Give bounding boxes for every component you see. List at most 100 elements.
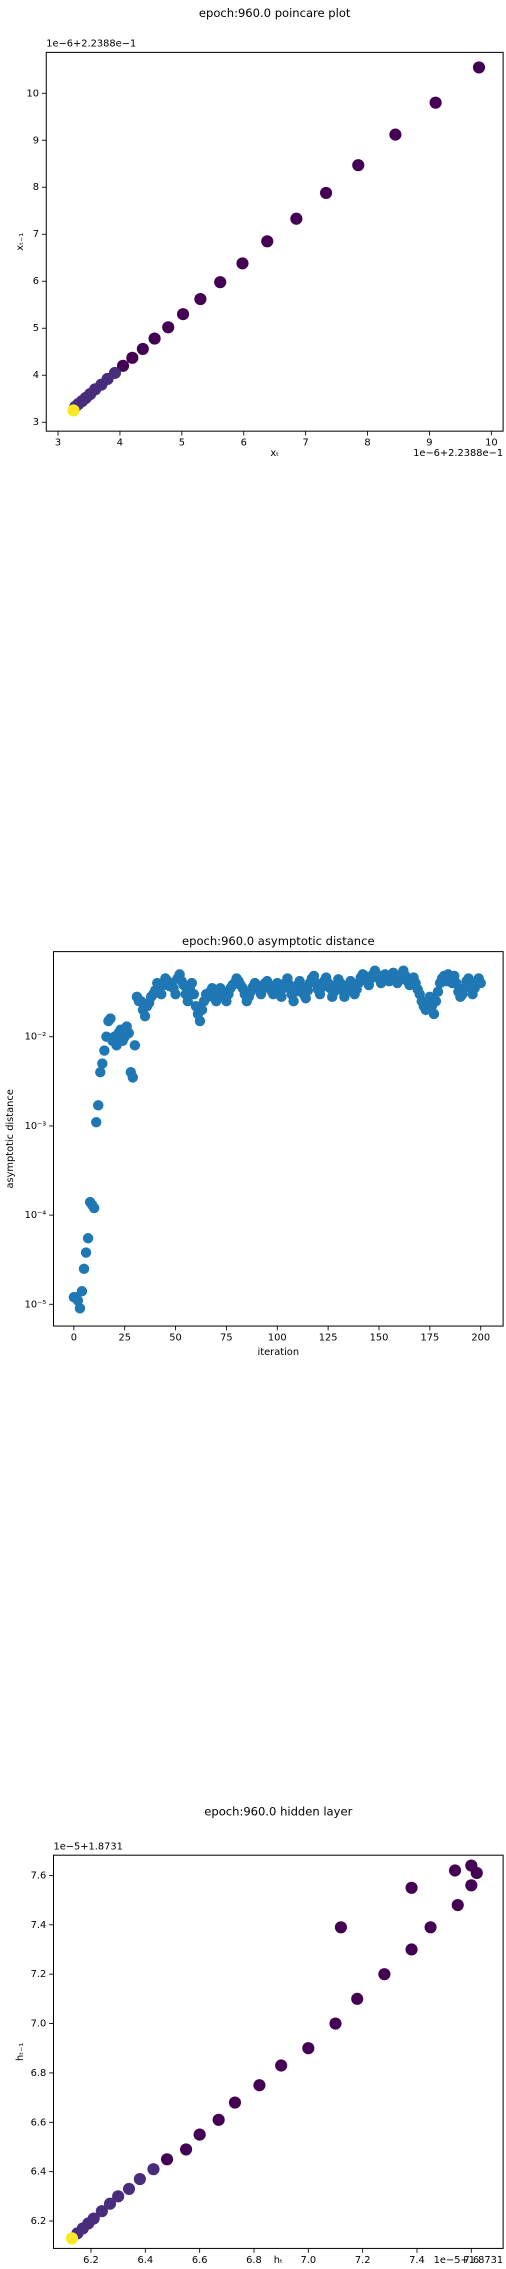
- x-tick-label: 200: [471, 1333, 490, 1344]
- point: [302, 2042, 315, 2055]
- point: [127, 1072, 139, 1083]
- point: [179, 2143, 193, 2156]
- point: [91, 1117, 102, 1128]
- x-tick-label: 50: [169, 1333, 182, 1344]
- axes-frame: [52, 951, 504, 1327]
- point: [448, 1864, 462, 1877]
- point: [97, 1058, 108, 1069]
- y-tick-label: 6.2: [31, 2216, 47, 2227]
- point: [319, 186, 333, 199]
- x-tick-label: 3: [55, 438, 61, 449]
- x-tick-label: 0: [71, 1333, 77, 1344]
- y-tick-label: 6: [33, 276, 39, 287]
- point: [378, 1968, 391, 1981]
- x-tick-label: 175: [420, 1333, 439, 1344]
- y-tick-label: 10⁻⁴: [25, 1210, 47, 1221]
- y-axis-label: asymptotic distance: [5, 1089, 16, 1188]
- point: [139, 1010, 151, 1022]
- point: [95, 2205, 108, 2218]
- point: [160, 2153, 174, 2166]
- x-tick-label: 100: [268, 1333, 287, 1344]
- point: [136, 342, 149, 355]
- x-tick-label: 150: [370, 1333, 389, 1344]
- point: [99, 1045, 110, 1056]
- point: [352, 159, 365, 172]
- point: [472, 61, 486, 74]
- y-tick-label: 7.6: [31, 1870, 47, 1881]
- point: [451, 977, 462, 989]
- y-tick-label: 10⁻⁵: [25, 1299, 47, 1310]
- chart-title: epoch:960.0 asymptotic distance: [182, 934, 375, 948]
- point: [236, 257, 249, 270]
- x-offset-label: 1e−5+1.8731: [434, 2255, 503, 2266]
- point: [65, 2232, 79, 2245]
- point: [451, 1898, 464, 1912]
- y-tick-label: 4: [33, 370, 39, 381]
- point: [196, 1004, 208, 1016]
- point: [147, 2163, 160, 2176]
- point: [424, 1921, 437, 1934]
- point: [405, 1943, 418, 1956]
- point: [290, 212, 303, 225]
- point: [105, 1013, 116, 1024]
- x-tick-label: 75: [220, 1333, 233, 1344]
- y-offset-label: 1e−6+2.2388e−1: [46, 39, 136, 50]
- y-offset-label: 1e−5+1.8731: [53, 1842, 122, 1853]
- point: [170, 988, 181, 1000]
- y-tick-label: 8: [33, 182, 39, 193]
- point: [194, 293, 207, 306]
- x-tick-label: 8: [364, 438, 370, 449]
- y-tick-label: 10: [27, 88, 40, 99]
- x-axis-label: hₜ: [274, 2255, 283, 2266]
- point: [470, 1866, 483, 1880]
- x-tick-label: 7.6: [464, 2255, 480, 2266]
- point: [116, 359, 130, 372]
- chart-title: epoch:960.0 hidden layer: [204, 1804, 352, 1818]
- y-axis-label: hₜ₋₁: [15, 2043, 26, 2061]
- point: [133, 2172, 146, 2186]
- y-axis-label: xₜ₋₁: [15, 233, 26, 251]
- point: [430, 996, 442, 1007]
- point: [275, 2059, 288, 2072]
- x-tick-label: 7.4: [409, 2255, 425, 2266]
- y-tick-label: 5: [33, 323, 39, 334]
- x-tick-label: 25: [118, 1333, 131, 1344]
- point: [112, 2190, 125, 2203]
- x-tick-label: 10: [485, 438, 498, 449]
- point: [253, 2079, 266, 2092]
- x-tick-label: 6.8: [246, 2255, 262, 2266]
- y-tick-label: 9: [33, 135, 39, 146]
- point: [186, 977, 198, 989]
- x-tick-label: 125: [319, 1333, 338, 1344]
- point: [465, 1879, 478, 1892]
- y-tick-label: 7.4: [31, 1920, 47, 1931]
- point: [334, 1921, 347, 1934]
- point: [126, 351, 139, 364]
- point: [162, 321, 175, 334]
- x-tick-label: 9: [426, 438, 432, 449]
- x-offset-label: 1e−6+2.2388e−1: [413, 448, 503, 459]
- x-tick-label: 6.6: [192, 2255, 208, 2266]
- point: [176, 308, 190, 321]
- point: [123, 1027, 134, 1039]
- y-tick-label: 6.8: [31, 2068, 47, 2079]
- point: [212, 2113, 225, 2126]
- point: [428, 1008, 440, 1020]
- point: [261, 235, 274, 248]
- point: [148, 332, 161, 345]
- point: [103, 2197, 117, 2210]
- point: [284, 979, 295, 991]
- x-tick-label: 6.4: [137, 2255, 153, 2266]
- x-axis-label: xₜ: [270, 448, 279, 459]
- x-tick-label: 6: [241, 438, 247, 449]
- x-tick-label: 7: [303, 438, 309, 449]
- x-axis-label: iteration: [258, 1347, 300, 1358]
- x-tick-label: 7.2: [355, 2255, 371, 2266]
- point: [80, 1247, 92, 1258]
- point: [288, 996, 299, 1007]
- y-tick-label: 7.0: [31, 2019, 47, 2030]
- y-tick-label: 3: [33, 417, 39, 428]
- point: [82, 1233, 94, 1244]
- point: [429, 96, 442, 109]
